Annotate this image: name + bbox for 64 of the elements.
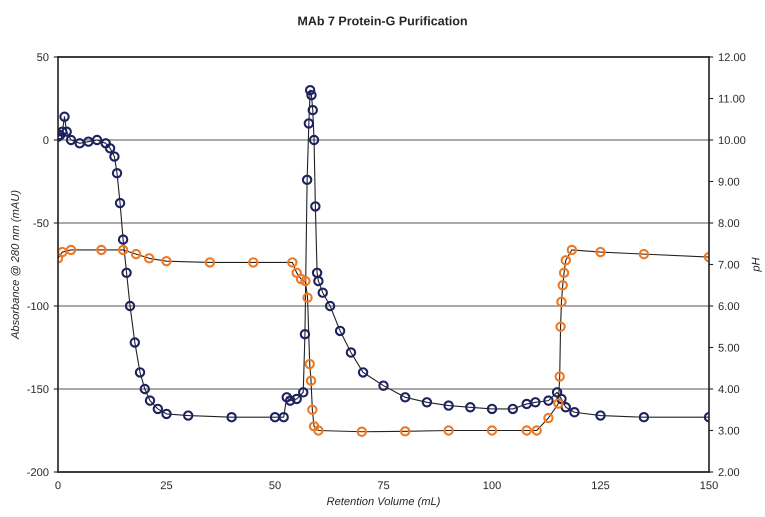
point	[161, 256, 172, 266]
y2-tick-label: 3.00	[718, 426, 740, 435]
x-axis-title: Retention Volume (mL)	[326, 496, 440, 508]
y2-tick-label: 2.00	[718, 468, 740, 476]
x-tick-label: 0	[55, 481, 61, 490]
x-tick-label: 150	[700, 481, 718, 490]
point	[313, 425, 324, 436]
y-tick-label: 0	[43, 136, 49, 144]
point	[595, 246, 606, 258]
y2-axis-title: pH	[752, 257, 762, 272]
point	[118, 244, 128, 256]
point	[302, 292, 313, 303]
x-tick-label: 75	[378, 481, 390, 490]
point	[356, 426, 368, 437]
point	[566, 244, 578, 256]
point	[522, 425, 532, 436]
point	[144, 253, 154, 264]
y-tick-label: -100	[27, 302, 49, 310]
y2-tick-label: 12.00	[718, 53, 746, 62]
point	[308, 421, 320, 432]
y-tick-label: -50	[33, 219, 49, 228]
point	[58, 246, 68, 258]
point	[306, 375, 316, 386]
point	[560, 255, 571, 266]
point	[96, 244, 107, 256]
x-tick-label: 125	[592, 481, 610, 490]
point	[287, 257, 298, 268]
point	[130, 248, 142, 260]
y2-tick-label: 7.00	[718, 260, 740, 269]
point	[291, 268, 302, 278]
point	[304, 358, 315, 370]
y-tick-label: -150	[27, 385, 49, 394]
x-tick-label: 50	[269, 481, 281, 490]
y-axis-title: Absorbance @ 280 nm (mAU)	[10, 190, 22, 340]
point	[531, 425, 542, 436]
point	[486, 425, 498, 436]
point	[204, 257, 216, 268]
y2-tick-label: 9.00	[718, 178, 740, 186]
point	[558, 280, 568, 290]
y-tick-label: 50	[37, 53, 49, 62]
chart-title: MAb 7 Protein-G Purification	[298, 16, 467, 26]
y2-tick-label: 4.00	[718, 385, 740, 394]
x-tick-label: 100	[484, 481, 501, 490]
point	[554, 371, 565, 382]
point	[248, 257, 259, 268]
point	[555, 322, 566, 332]
point	[556, 296, 567, 308]
y2-tick-label: 11.00	[718, 94, 745, 103]
y2-tick-label: 5.00	[718, 344, 740, 352]
point	[296, 274, 306, 284]
point	[553, 398, 564, 409]
point	[638, 248, 650, 260]
point	[300, 276, 311, 286]
y2-tick-label: 10.00	[718, 136, 746, 144]
y-tick-label: -200	[27, 468, 49, 476]
point	[400, 426, 410, 437]
point	[443, 425, 454, 436]
point	[558, 268, 570, 278]
point	[66, 244, 76, 256]
point	[543, 412, 554, 424]
y2-tick-label: 6.00	[718, 302, 740, 310]
x-tick-label: 25	[160, 481, 172, 490]
y2-tick-label: 8.00	[718, 219, 740, 228]
point	[307, 404, 318, 415]
